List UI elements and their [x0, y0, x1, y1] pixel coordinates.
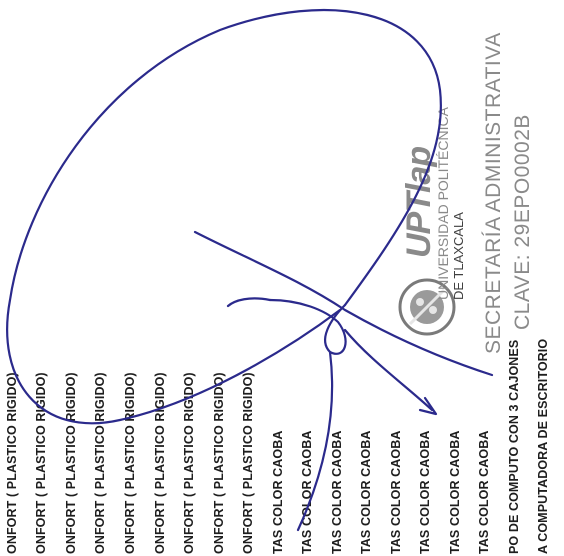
secretaria-line: SECRETARÍA ADMINISTRATIVA	[482, 32, 505, 354]
inventory-row-text: ONFORT ( PLASTICO RIGIDO)	[241, 372, 255, 554]
inventory-row-text: A COMPUTADORA DE ESCRITORIO	[536, 338, 550, 554]
inventory-row-text: TAS COLOR CAOBA	[330, 430, 344, 555]
inventory-row-text: ONFORT ( PLASTICO RIGIDO)	[212, 372, 226, 554]
inventory-row-text: TAS COLOR CAOBA	[448, 430, 462, 555]
university-name-line1: UNIVERSIDAD POLITÉCNICA	[435, 107, 451, 300]
inventory-row-text: ONFORT ( PLASTICO RIGIDO)	[153, 372, 167, 554]
inventory-row-text: PO DE COMPUTO CON 3 CAJONES	[507, 339, 521, 554]
inventory-row-text: TAS COLOR CAOBA	[389, 430, 403, 555]
inventory-row-text: ONFORT ( PLASTICO RIGIDO)	[5, 372, 19, 554]
inventory-row-text: TAS COLOR CAOBA	[418, 430, 432, 555]
uptlap-logo: UPTlap	[400, 146, 438, 258]
clave-line: CLAVE: 29EPO0002B	[511, 114, 534, 330]
inventory-row-text: ONFORT ( PLASTICO RIGIDO)	[34, 372, 48, 554]
inventory-row-text: TAS COLOR CAOBA	[300, 430, 314, 555]
inventory-row-text: TAS COLOR CAOBA	[359, 430, 373, 555]
inventory-row-text: TAS COLOR CAOBA	[477, 430, 491, 555]
university-name-line2: DE TLAXCALA	[451, 212, 466, 300]
inventory-row-text: ONFORT ( PLASTICO RIGIDO)	[182, 372, 196, 554]
inventory-row-text: ONFORT ( PLASTICO RIGIDO)	[93, 372, 107, 554]
inventory-row-text: TAS COLOR CAOBA	[271, 430, 285, 555]
inventory-row-text: ONFORT ( PLASTICO RIGIDO)	[123, 372, 137, 554]
inventory-row-text: ONFORT ( PLASTICO RIGIDO)	[64, 372, 78, 554]
